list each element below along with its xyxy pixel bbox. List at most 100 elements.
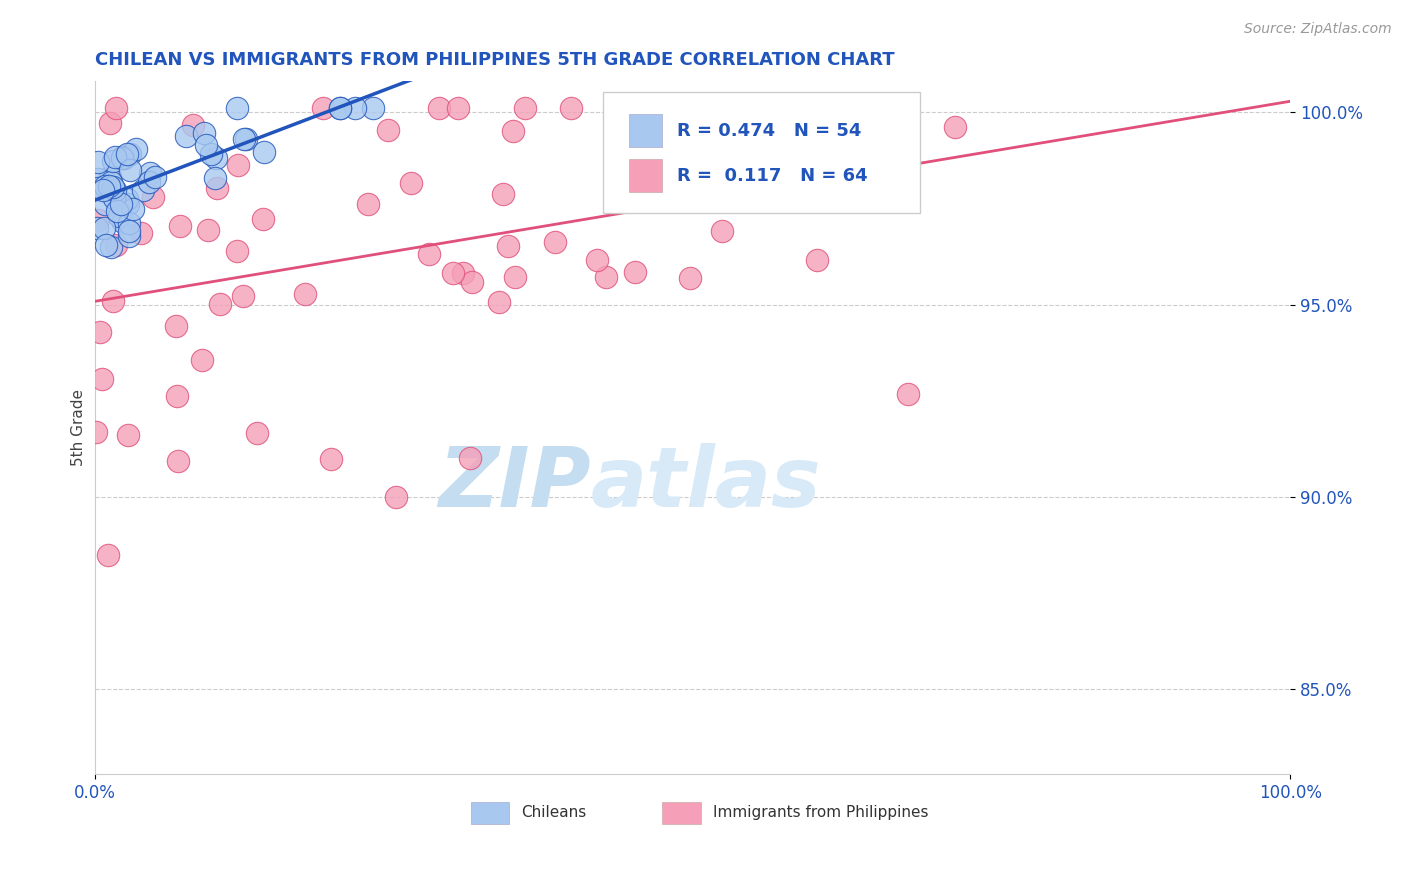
Point	[118, 224, 141, 238]
Point	[94, 178, 117, 193]
Point	[101, 154, 124, 169]
Point	[560, 101, 582, 115]
Point	[595, 270, 617, 285]
Point	[110, 197, 132, 211]
Point	[129, 226, 152, 240]
Point	[118, 229, 141, 244]
Point	[742, 127, 765, 141]
Point	[139, 166, 162, 180]
Point	[104, 150, 127, 164]
Point	[235, 132, 257, 146]
Point	[165, 318, 187, 333]
Text: ZIP: ZIP	[439, 442, 591, 524]
Point	[377, 122, 399, 136]
Point	[86, 221, 108, 235]
Point	[200, 147, 222, 161]
Point	[204, 151, 226, 165]
Point	[117, 147, 139, 161]
Point	[806, 253, 828, 268]
Point	[97, 548, 120, 562]
Point	[117, 428, 139, 442]
Point	[441, 266, 464, 280]
Point	[195, 138, 218, 153]
Point	[118, 162, 141, 177]
Point	[138, 175, 160, 189]
Point	[117, 197, 139, 211]
Point	[191, 352, 214, 367]
Point	[100, 175, 122, 189]
Point	[86, 425, 108, 439]
Point	[399, 176, 422, 190]
Point	[104, 237, 127, 252]
Point	[503, 270, 526, 285]
Point	[94, 197, 117, 211]
Point	[253, 145, 276, 160]
Point	[630, 154, 652, 169]
Point	[492, 186, 515, 201]
Point	[89, 325, 111, 339]
Point	[427, 101, 450, 115]
Point	[110, 152, 132, 166]
Y-axis label: 5th Grade: 5th Grade	[72, 389, 86, 467]
Point	[181, 118, 204, 132]
FancyBboxPatch shape	[603, 92, 920, 213]
Point	[344, 101, 367, 115]
Point	[87, 154, 110, 169]
Point	[418, 246, 440, 260]
Text: Chileans: Chileans	[522, 805, 586, 821]
Point	[226, 244, 249, 258]
Point	[630, 101, 652, 115]
Point	[93, 221, 115, 235]
Point	[246, 425, 269, 440]
Point	[87, 172, 110, 186]
Point	[329, 101, 352, 115]
Point	[103, 191, 125, 205]
Point	[515, 101, 537, 115]
Point	[804, 103, 827, 117]
Point	[112, 151, 135, 165]
Bar	[628, 114, 662, 147]
Point	[98, 170, 121, 185]
Point	[294, 287, 316, 301]
Point	[319, 452, 342, 467]
Point	[142, 189, 165, 203]
Point	[91, 371, 114, 385]
Text: R =  0.117   N = 64: R = 0.117 N = 64	[676, 167, 868, 185]
Point	[204, 170, 226, 185]
Text: CHILEAN VS IMMIGRANTS FROM PHILIPPINES 5TH GRADE CORRELATION CHART: CHILEAN VS IMMIGRANTS FROM PHILIPPINES 5…	[94, 51, 894, 69]
Point	[91, 183, 114, 197]
Point	[104, 183, 127, 197]
Point	[329, 101, 352, 115]
Point	[111, 150, 134, 164]
Point	[460, 275, 482, 289]
Point	[496, 239, 519, 253]
Point	[711, 223, 734, 237]
Point	[361, 101, 384, 115]
Point	[252, 212, 274, 227]
Point	[87, 212, 110, 227]
Point	[385, 490, 408, 504]
Text: R = 0.474   N = 54: R = 0.474 N = 54	[676, 121, 862, 139]
Point	[312, 101, 335, 115]
Point	[193, 126, 215, 140]
Point	[125, 142, 148, 156]
Point	[609, 128, 631, 143]
Point	[896, 386, 918, 401]
Point	[108, 210, 131, 224]
Point	[167, 454, 190, 468]
Point	[169, 219, 191, 233]
Point	[451, 266, 474, 280]
Point	[232, 132, 254, 146]
Point	[226, 158, 249, 172]
Point	[945, 120, 967, 134]
Point	[105, 204, 128, 219]
Point	[132, 183, 155, 197]
Point	[887, 101, 910, 115]
Point	[174, 128, 197, 143]
Point	[197, 222, 219, 236]
Point	[103, 293, 125, 308]
Point	[100, 240, 122, 254]
Point	[87, 180, 110, 194]
Point	[232, 288, 254, 302]
Bar	[628, 159, 662, 192]
